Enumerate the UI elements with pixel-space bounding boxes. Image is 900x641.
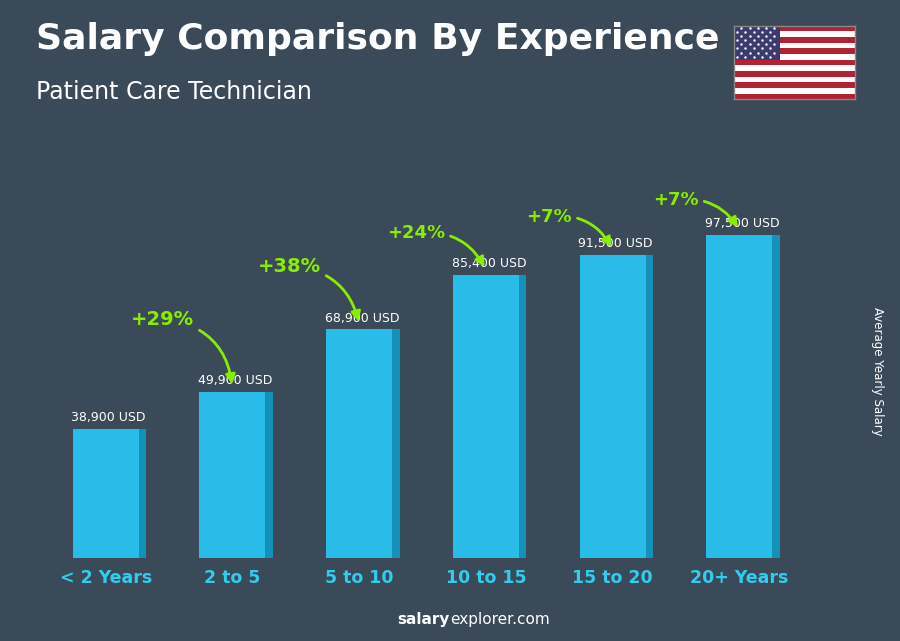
Bar [734,60,855,65]
Bar [734,82,855,88]
Text: +29%: +29% [131,310,234,381]
Text: +24%: +24% [387,224,483,264]
Bar [734,77,855,82]
Text: Patient Care Technician: Patient Care Technician [36,80,312,104]
Text: Salary Comparison By Experience: Salary Comparison By Experience [36,22,719,56]
Bar [734,88,855,94]
Text: 49,900 USD: 49,900 USD [198,374,273,387]
Bar [734,65,855,71]
Bar [734,26,779,60]
Bar [734,48,855,54]
Bar [200,392,266,558]
Text: +7%: +7% [653,191,736,225]
Bar [734,71,855,77]
Text: explorer.com: explorer.com [450,612,550,627]
Bar [734,37,855,43]
Text: 85,400 USD: 85,400 USD [452,257,526,270]
Bar [453,275,518,558]
Polygon shape [266,392,273,558]
Bar [326,329,392,558]
Polygon shape [392,329,400,558]
Bar [73,429,139,558]
Text: 91,500 USD: 91,500 USD [579,237,652,249]
Text: salary: salary [398,612,450,627]
Bar [580,254,645,558]
Polygon shape [139,429,146,558]
Text: 97,500 USD: 97,500 USD [705,217,779,229]
Polygon shape [518,275,526,558]
Bar [734,94,855,99]
Bar [734,43,855,48]
Bar [734,26,855,31]
Bar [734,54,855,60]
Polygon shape [645,254,653,558]
Text: +7%: +7% [526,208,609,244]
Text: Average Yearly Salary: Average Yearly Salary [871,308,884,436]
Text: 68,900 USD: 68,900 USD [325,312,400,324]
Bar [734,31,855,37]
Polygon shape [772,235,779,558]
Text: +38%: +38% [258,257,359,319]
Text: 38,900 USD: 38,900 USD [71,411,146,424]
Bar [706,235,772,558]
